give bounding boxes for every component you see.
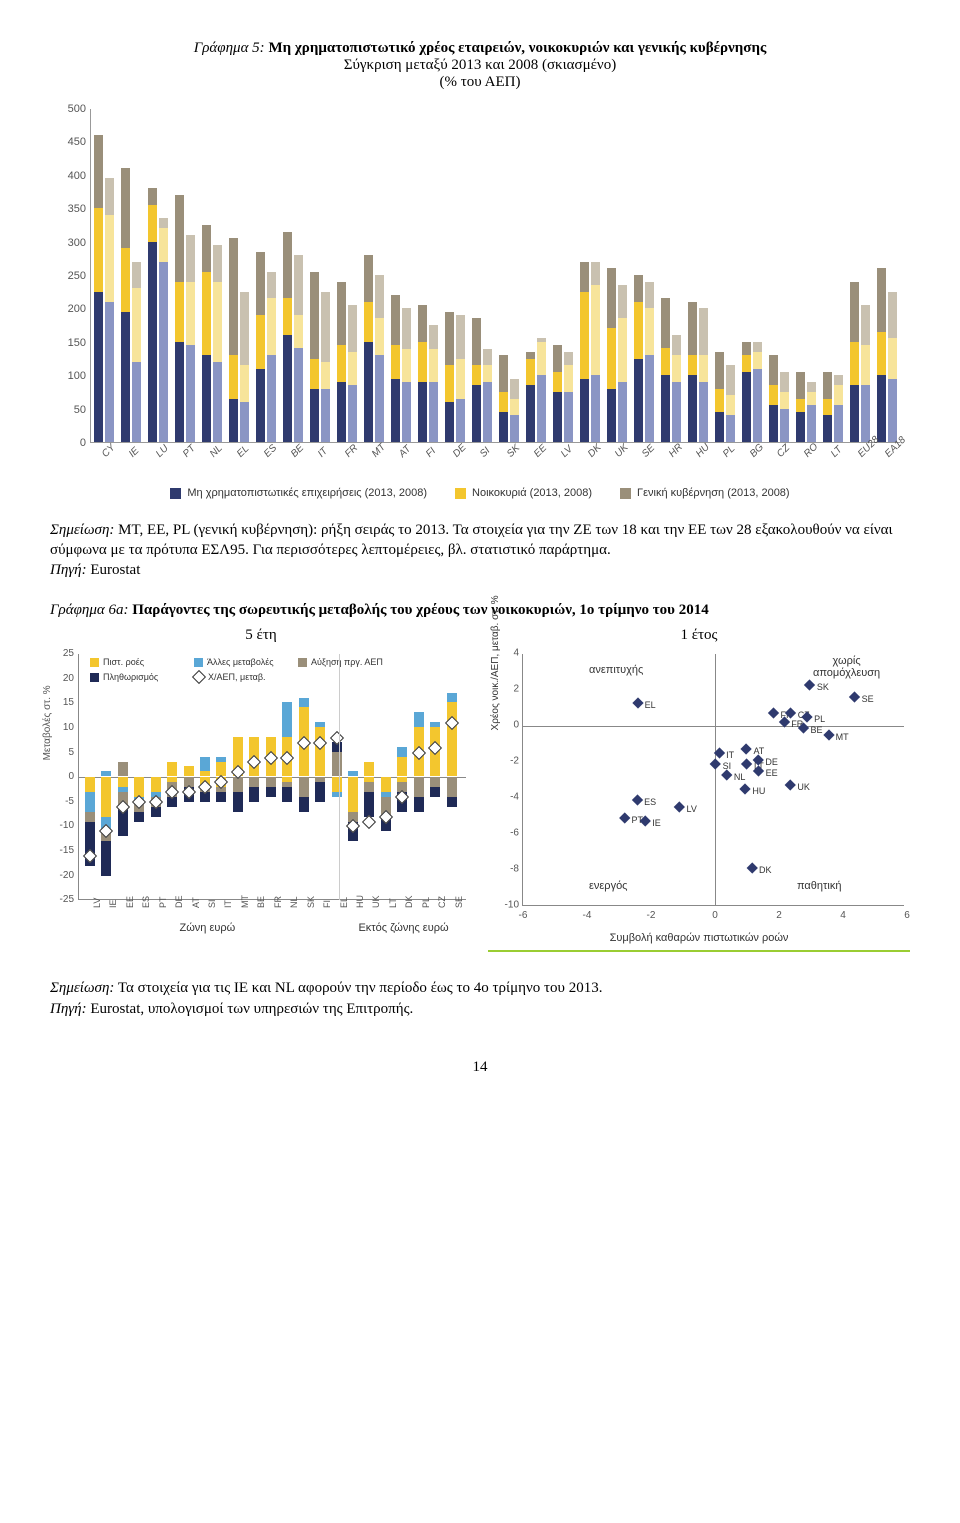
note6a-label: Σημείωση: [50,980,114,996]
chart5-subtitle2: (% του ΑΕΠ) [50,74,910,91]
note6a-text: Τα στοιχεία για τις IE και NL αφορούν τη… [118,980,603,996]
col-heading-1y: 1 έτος [488,627,910,644]
chart5-note: Σημείωση: MT, EE, PL (γενική κυβέρνηση):… [50,520,910,581]
page-number: 14 [50,1059,910,1076]
col-heading-5y: 5 έτη [50,627,472,644]
chart6a-title: Γράφημα 6a: Παράγοντες της σωρευτικής με… [50,602,910,619]
chart5-bold: Μη χρηματοπιστωτικό χρέος εταιρειών, νοι… [268,40,766,56]
chart6a-row: 5 έτη -25-20-15-10-50510152025Μεταβολές … [50,627,910,948]
chart6a-left-col: 5 έτη -25-20-15-10-50510152025Μεταβολές … [50,627,472,948]
src6a-label: Πηγή: [50,1001,87,1017]
chart5-legend: Μη χρηματοπιστωτικές επιχειρήσεις (2013,… [50,487,910,502]
note-text: MT, EE, PL (γενική κυβέρνηση): ρήξη σειρ… [50,522,893,558]
chart5-container: 050100150200250300350400450500CYIELUPTNL… [50,103,910,502]
separator-line [488,950,910,952]
chart6a-prefix: Γράφημα 6a: [50,602,129,618]
chart5-title: Γράφημα 5: Μη χρηματοπιστωτικό χρέος ετα… [50,40,910,91]
src-label: Πηγή: [50,562,87,578]
note-label: Σημείωση: [50,522,114,538]
chart6a-right-col: 1 έτος -6-4-20246-10-8-6-4-2024ανεπιτυχή… [488,627,910,948]
chart6a-bold: Παράγοντες της σωρευτικής μεταβολής του … [132,602,708,618]
chart5-prefix: Γράφημα 5: [194,40,265,56]
chart6a-note: Σημείωση: Τα στοιχεία για τις IE και NL … [50,978,910,1019]
src-text: Eurostat [90,562,140,578]
src6a-text: Eurostat, υπολογισμοί των υπηρεσιών της … [90,1001,413,1017]
chart5-subtitle1: Σύγκριση μεταξύ 2013 και 2008 (σκιασμένο… [50,57,910,74]
